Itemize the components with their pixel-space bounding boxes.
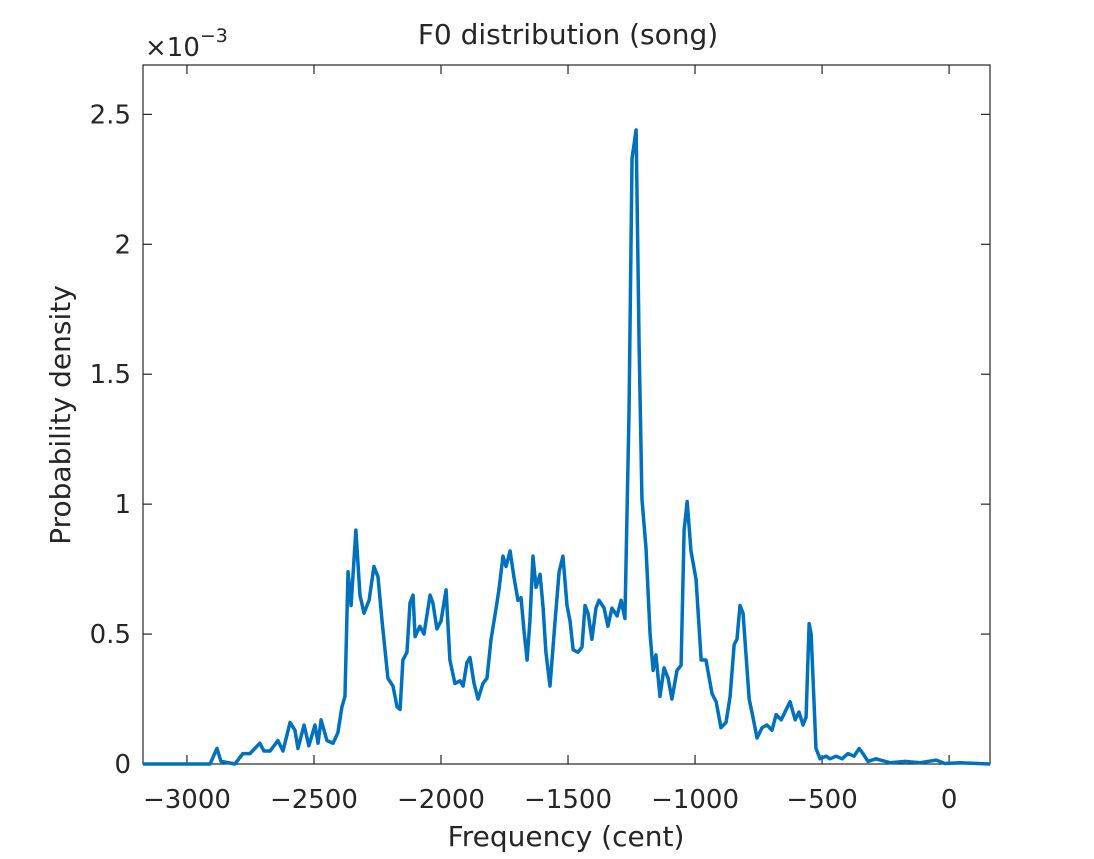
- chart-title: F0 distribution (song): [418, 18, 718, 51]
- y-multiplier-base: ×10: [145, 33, 200, 63]
- data-line: [143, 128, 991, 766]
- plot-box: [142, 64, 991, 765]
- x-tick-label: −2000: [397, 785, 485, 815]
- x-tick-label: −1000: [651, 785, 739, 815]
- y-tick-label: 1.5: [90, 360, 131, 390]
- x-tick-label: −1500: [524, 785, 612, 815]
- y-multiplier: ×10−3: [145, 25, 228, 63]
- y-tick-label: 0.5: [90, 620, 131, 650]
- y-multiplier-exponent: −3: [200, 25, 228, 47]
- x-tick-label: −3000: [143, 785, 231, 815]
- y-tick-label: 2.5: [90, 100, 131, 130]
- y-tick-label: 2: [114, 230, 131, 260]
- y-tick-label: 0: [114, 750, 131, 780]
- x-tick-label: 0: [941, 785, 958, 815]
- y-axis-label: Probability density: [44, 285, 77, 545]
- x-axis-label: Frequency (cent): [448, 820, 685, 853]
- y-tick-label: 1: [114, 490, 131, 520]
- x-tick-label: −500: [786, 785, 857, 815]
- x-tick-label: −2500: [270, 785, 358, 815]
